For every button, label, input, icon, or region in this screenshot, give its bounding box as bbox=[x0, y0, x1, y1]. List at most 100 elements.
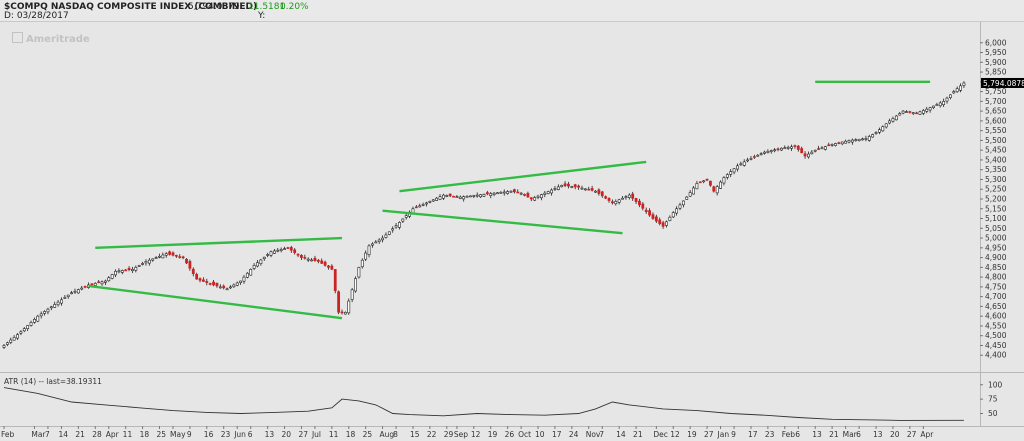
atr-title: ATR (14) -- last=38.19311 bbox=[4, 377, 102, 386]
candle-body bbox=[952, 91, 956, 94]
y-tick-label: 4,500 bbox=[985, 331, 1007, 340]
candle-body bbox=[648, 210, 651, 216]
candle-body bbox=[438, 196, 442, 200]
candle-body bbox=[245, 272, 249, 278]
candle-body bbox=[766, 151, 770, 153]
candle-body bbox=[371, 243, 374, 246]
x-tick-label: 6 bbox=[856, 430, 861, 439]
candle-body bbox=[867, 136, 871, 141]
atr-line bbox=[3, 387, 964, 421]
candle-body bbox=[364, 252, 368, 260]
candle-body bbox=[316, 259, 320, 262]
candle-body bbox=[482, 194, 486, 197]
candle-body bbox=[259, 259, 263, 264]
candle-body bbox=[779, 147, 783, 151]
candle-body bbox=[516, 191, 520, 194]
candle-body bbox=[523, 194, 526, 196]
candle-body bbox=[553, 188, 557, 190]
y-tick-label: 5,300 bbox=[985, 175, 1007, 184]
candle-body bbox=[550, 189, 553, 194]
candle-body bbox=[938, 102, 942, 107]
candle-body bbox=[475, 194, 479, 197]
y-tick-label: 4,900 bbox=[985, 253, 1007, 262]
candle-body bbox=[127, 267, 131, 270]
candle-body bbox=[948, 94, 952, 98]
candle-body bbox=[722, 177, 726, 184]
y-tick-label: 5,150 bbox=[985, 204, 1007, 213]
candle-body bbox=[131, 269, 134, 271]
candle-body bbox=[675, 208, 679, 214]
candle-body bbox=[756, 154, 760, 157]
candle-body bbox=[932, 105, 935, 108]
candle-body bbox=[759, 153, 763, 155]
candle-body bbox=[394, 225, 398, 228]
date-readout: D: 03/28/2017 bbox=[4, 11, 69, 21]
candle-body bbox=[529, 197, 533, 200]
x-tick-label: 9 bbox=[731, 430, 736, 439]
x-tick-label: 12 bbox=[670, 430, 680, 439]
candle-body bbox=[506, 191, 510, 194]
y-tick-label: 4,450 bbox=[985, 341, 1007, 350]
candle-body bbox=[955, 88, 959, 93]
candle-body bbox=[844, 140, 848, 144]
candle-body bbox=[817, 148, 820, 150]
candle-body bbox=[702, 180, 706, 183]
candle-body bbox=[46, 308, 50, 313]
candle-body bbox=[296, 253, 300, 256]
candle-body bbox=[218, 286, 222, 289]
x-tick-label: Feb bbox=[1, 430, 15, 439]
candle-body bbox=[39, 313, 43, 317]
candle-body bbox=[834, 143, 837, 146]
candle-body bbox=[63, 297, 67, 299]
candle-body bbox=[49, 306, 53, 309]
x-tick-label: 21 bbox=[75, 430, 85, 439]
candle-body bbox=[333, 269, 337, 292]
candle-body bbox=[651, 214, 655, 219]
atr-y-tick-label: 100 bbox=[988, 380, 1003, 389]
x-tick-label: Jun bbox=[233, 430, 246, 439]
candle-body bbox=[350, 289, 354, 300]
candle-body bbox=[512, 189, 516, 193]
x-tick-label: 27 bbox=[907, 430, 917, 439]
candle-body bbox=[327, 265, 330, 268]
y-tick-label: 4,650 bbox=[985, 302, 1007, 311]
candle-body bbox=[377, 239, 381, 242]
candle-body bbox=[823, 146, 827, 150]
y-tick-label: 4,700 bbox=[985, 292, 1007, 301]
candle-body bbox=[387, 231, 391, 235]
candle-body bbox=[624, 196, 628, 198]
candle-body bbox=[171, 252, 175, 256]
candle-body bbox=[76, 289, 80, 294]
candle-body bbox=[5, 342, 9, 345]
candle-body bbox=[763, 151, 766, 154]
candle-body bbox=[70, 292, 74, 295]
candle-body bbox=[337, 291, 341, 313]
x-tick-label: Jul bbox=[311, 430, 321, 439]
y-tick-label: 5,200 bbox=[985, 195, 1007, 204]
candle-body bbox=[469, 195, 472, 198]
candle-body bbox=[300, 255, 303, 258]
candle-body bbox=[269, 251, 273, 256]
candle-body bbox=[154, 257, 158, 259]
candle-body bbox=[16, 334, 19, 339]
candle-body bbox=[807, 153, 810, 158]
x-tick-label: 27 bbox=[704, 430, 714, 439]
candle-body bbox=[732, 168, 736, 173]
candle-body bbox=[796, 145, 800, 150]
y-tick-label: 5,250 bbox=[985, 185, 1007, 194]
x-tick-label: 7 bbox=[599, 430, 604, 439]
candle-body bbox=[266, 254, 270, 256]
x-tick-label: Nov bbox=[586, 430, 601, 439]
candle-body bbox=[962, 82, 966, 86]
x-tick-label: 10 bbox=[535, 430, 545, 439]
x-tick-label: Dec bbox=[653, 430, 668, 439]
candle-body bbox=[688, 192, 692, 197]
candle-body bbox=[752, 156, 756, 158]
candle-body bbox=[617, 199, 621, 203]
candle-body bbox=[918, 111, 922, 115]
candle-body bbox=[134, 267, 138, 271]
candle-body bbox=[925, 108, 929, 112]
candle-body bbox=[320, 260, 324, 264]
candle-body bbox=[2, 345, 6, 348]
